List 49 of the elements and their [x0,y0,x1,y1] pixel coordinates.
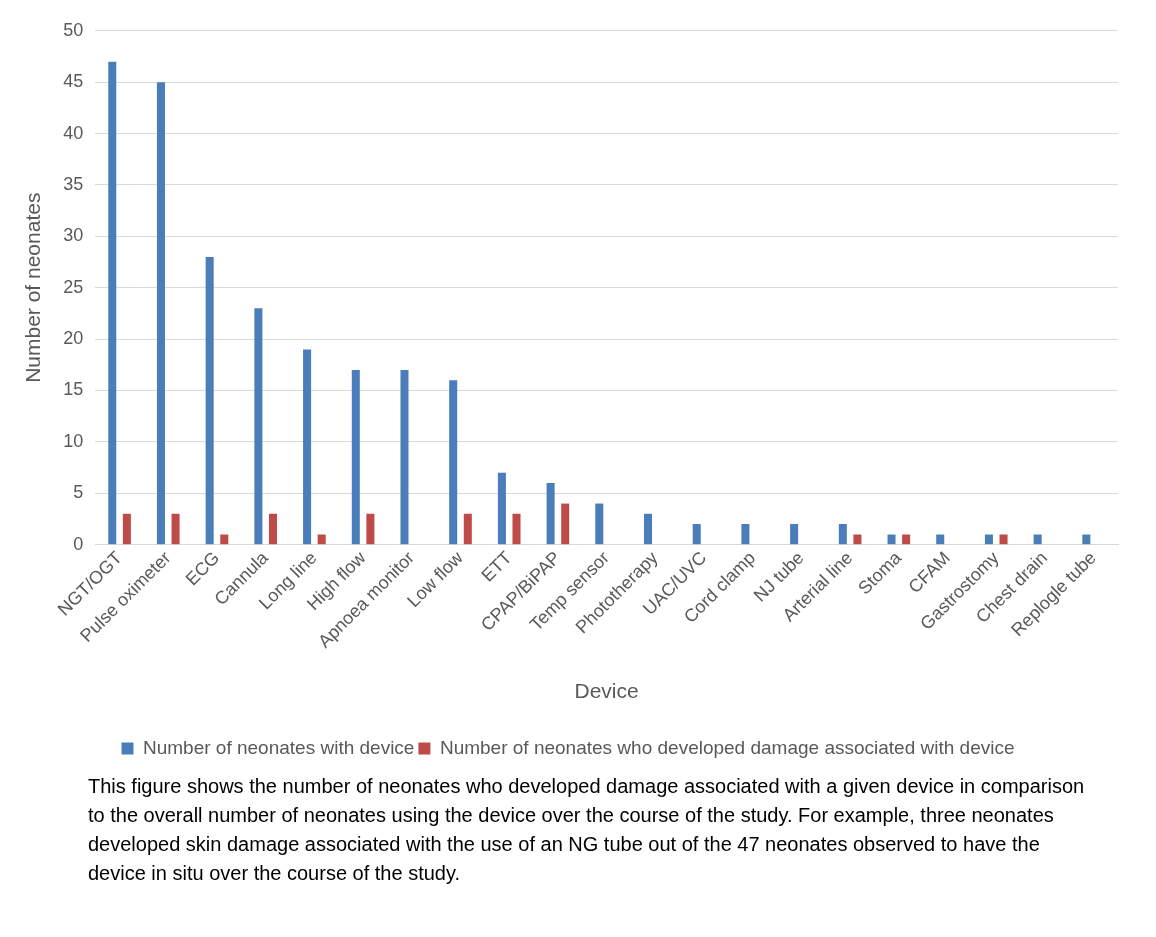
bar [546,483,555,545]
bar [317,534,326,545]
bar [512,513,521,545]
bar [400,369,409,545]
bar [692,524,701,545]
y-tick-label: 15 [63,379,84,400]
bar [171,513,180,545]
bar [643,513,653,545]
bar [108,61,117,545]
bar [838,524,847,545]
y-tick-label: 40 [63,122,84,143]
bar [254,308,263,545]
bar [351,369,360,545]
bar [366,513,375,545]
y-tick-label: 35 [63,173,84,194]
legend-label: Number of neonates with device [142,736,415,758]
bar [595,503,604,545]
y-tick-label: 5 [73,482,84,503]
bar [463,513,472,545]
x-axis-title: Device [574,679,639,703]
bar [984,534,993,545]
bar [122,513,131,545]
bar [561,503,570,545]
bar [1082,534,1091,545]
y-tick-label: 30 [63,225,84,246]
y-tick-label: 20 [63,328,84,349]
bar [449,380,458,545]
bar [220,534,229,545]
y-tick-label: 25 [63,276,84,297]
y-axis-title: Number of neonates [21,192,45,383]
bar [887,534,896,545]
bar [741,524,750,545]
bar [268,513,278,545]
legend-label: Number of neonates who developed damage associated with device [439,736,1015,758]
y-tick-label: 50 [63,19,84,40]
y-tick-label: 45 [63,71,84,92]
bar [1033,534,1042,545]
bar [497,472,506,545]
text: This figure shows the number of neonates who developed damage associated with a given device in comparison to the overall number of neonates using the device over the course of the study. For example, three neonates developed skin damage associated with the use of an NG tube out of the 47 neonates observed to have the device in situ over the course of the study. [88,774,1086,886]
bar [936,534,945,545]
bar [205,256,214,545]
y-tick-label: 10 [63,430,84,451]
bar [902,534,911,545]
bar [156,82,165,545]
bar [999,534,1008,545]
y-tick-label: 0 [73,533,84,554]
bar [303,349,312,545]
bar [790,524,799,545]
bar [853,534,862,545]
